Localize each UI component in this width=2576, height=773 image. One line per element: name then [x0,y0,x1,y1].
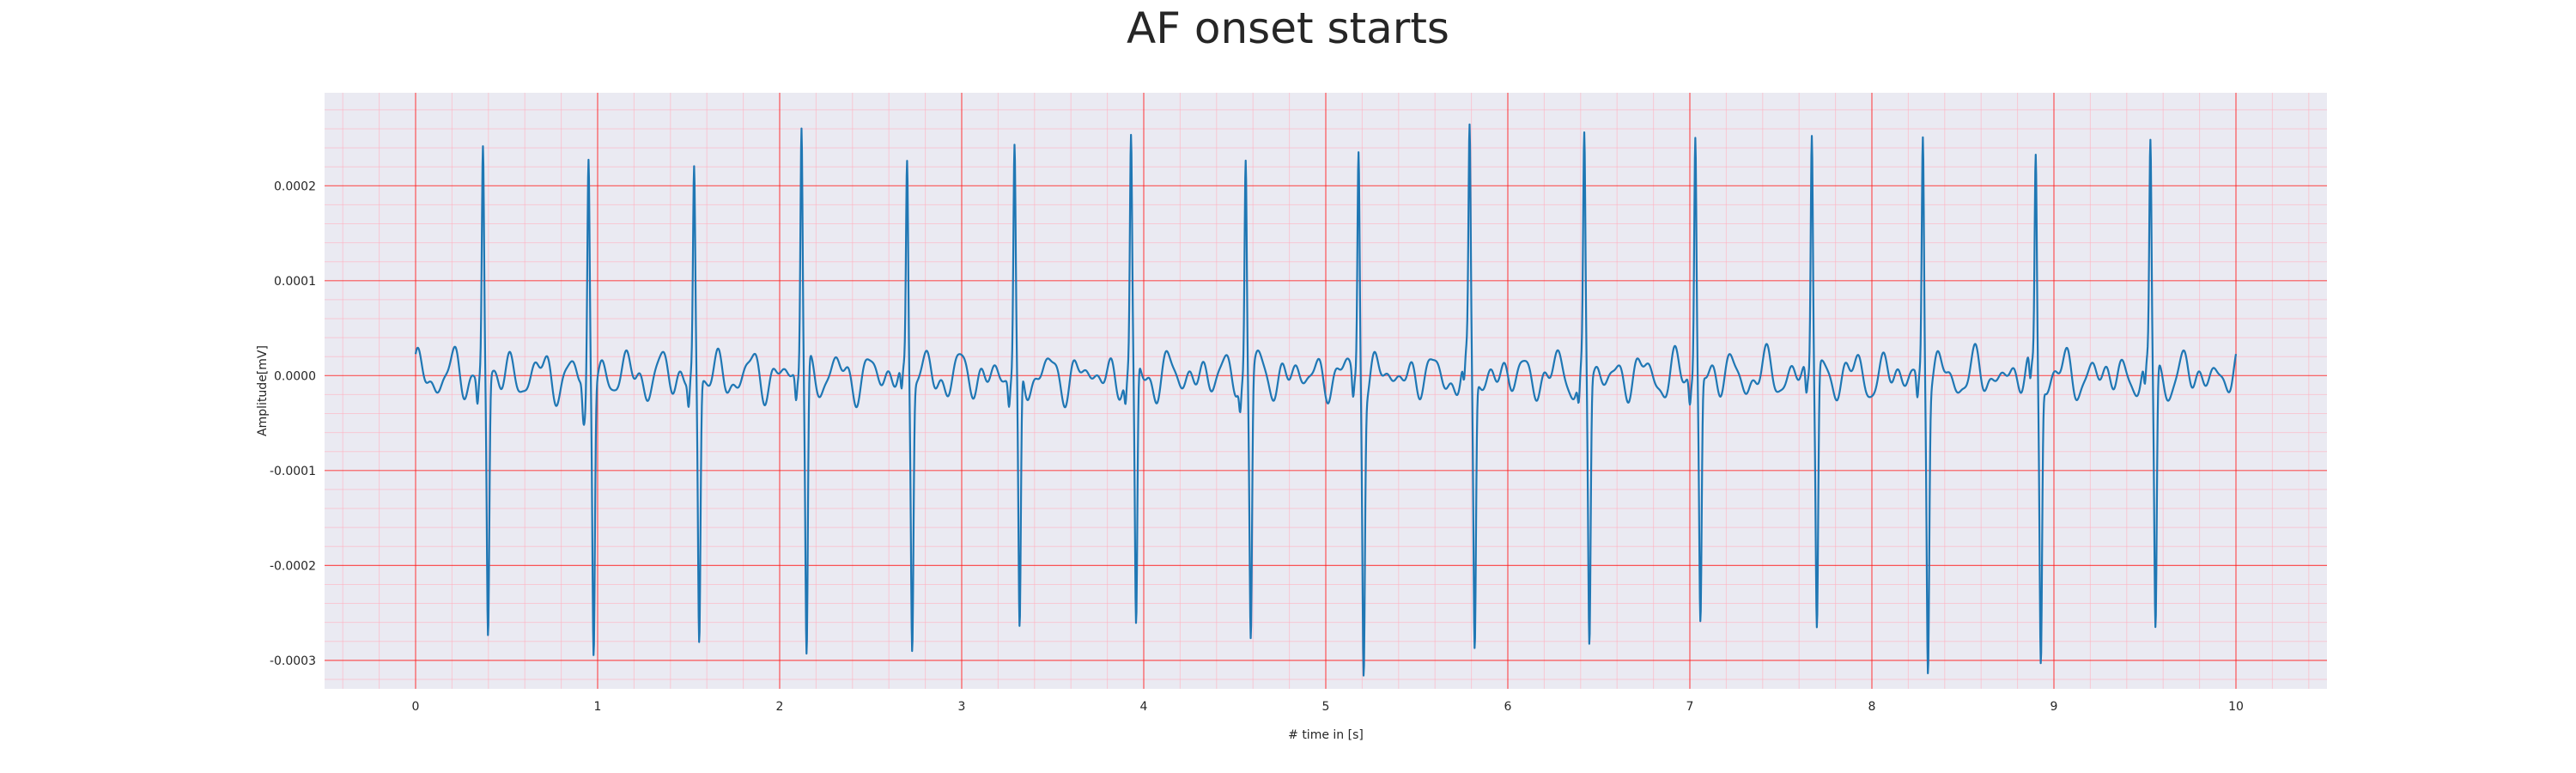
y-tick-label: -0.0003 [270,654,316,668]
x-tick-label: 5 [1322,700,1330,714]
y-tick-label: -0.0001 [270,465,316,478]
x-tick-label: 9 [2050,700,2058,714]
x-tick-label: 3 [958,700,966,714]
y-tick-label: 0.0001 [274,275,316,289]
x-tick-label: 10 [2228,700,2244,714]
major-grid [325,93,2327,689]
x-tick-label: 6 [1504,700,1512,714]
x-tick-label: 7 [1686,700,1694,714]
x-tick-label: 0 [412,700,420,714]
y-tick-label: 0.0000 [274,369,316,383]
y-axis-ticks: 0.0002 0.0001 0.0000 -0.0001 -0.0002 -0.0003 [270,180,316,668]
x-tick-label: 2 [776,700,784,714]
ecg-signal-line [414,123,2238,677]
x-axis-ticks: 0 1 2 3 4 5 6 7 8 9 10 [412,700,2244,714]
x-tick-label: 1 [594,700,602,714]
x-tick-label: 4 [1140,700,1148,714]
x-tick-label: 8 [1868,700,1876,714]
y-axis-label: Amplitude[mV] [256,345,270,436]
y-tick-label: 0.0002 [274,180,316,193]
chart-title: AF onset starts [1127,3,1449,53]
y-tick-label: -0.0002 [270,559,316,573]
x-axis-label: # time in [s] [1288,728,1364,742]
